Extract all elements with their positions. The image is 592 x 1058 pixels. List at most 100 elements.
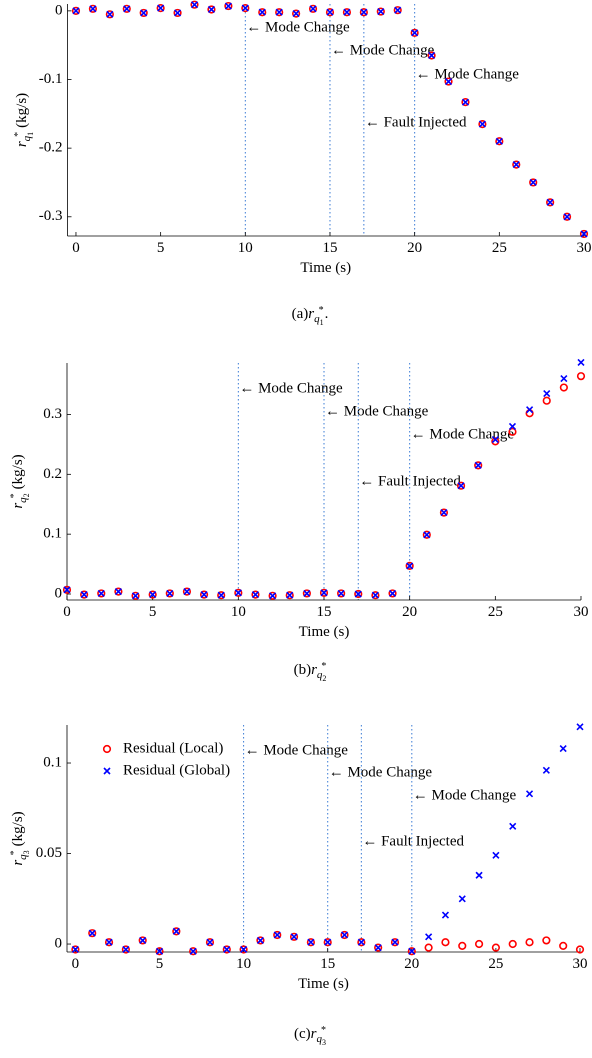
marker-circle	[508, 939, 517, 949]
marker-x	[559, 744, 567, 753]
marker-x	[251, 591, 260, 599]
marker-x	[157, 4, 165, 12]
marker-circle	[190, 0, 199, 9]
marker-circle	[189, 947, 198, 956]
marker-circle	[424, 943, 433, 952]
label-part: (kg/s)	[10, 811, 26, 846]
x-tick-label: 25	[488, 604, 503, 620]
marker-circle	[474, 939, 484, 949]
marker-circle	[88, 929, 97, 938]
marker-circle	[393, 6, 402, 15]
marker-circle	[114, 587, 123, 596]
marker-x	[495, 137, 503, 145]
marker-circle	[71, 945, 80, 954]
marker-circle	[388, 589, 397, 598]
marker-x	[106, 10, 114, 18]
annotation: ← Mode Change	[411, 426, 515, 442]
marker-circle	[139, 8, 148, 18]
annotation: ← Mode Change	[239, 380, 343, 396]
marker-x	[290, 933, 298, 941]
annotation: ← Fault Injected	[359, 473, 461, 489]
marker-circle	[104, 938, 114, 947]
marker-x	[89, 5, 97, 13]
marker-x	[241, 4, 249, 12]
marker-circle	[342, 8, 352, 17]
x-tick-label: 15	[322, 240, 337, 256]
legend-marker	[102, 744, 112, 754]
marker-x	[258, 8, 266, 16]
marker-x	[371, 591, 379, 599]
marker-circle	[217, 591, 226, 600]
y-axis-label: rq1* (kg/s)	[13, 93, 35, 147]
marker-circle	[374, 943, 383, 952]
marker-circle	[407, 947, 416, 956]
legend-label: Residual (Global)	[123, 762, 230, 778]
marker-circle	[105, 10, 114, 19]
panel: ← Mode Change ← Mode Change ← Fault Inject…	[13, 0, 592, 327]
label-sup: *	[319, 305, 324, 316]
x-tick-label: 30	[577, 240, 592, 256]
marker-circle	[308, 4, 318, 13]
marker-circle	[97, 589, 106, 598]
marker-circle	[88, 4, 98, 13]
x-tick-label: 25	[492, 240, 507, 256]
marker-circle	[439, 508, 449, 517]
annotation: ← Mode Change	[325, 403, 429, 419]
marker-x	[374, 944, 382, 952]
label-sup: *	[321, 661, 326, 672]
caption: (c)rq3 *	[294, 1025, 326, 1047]
marker-circle	[182, 587, 192, 596]
marker-circle	[512, 160, 521, 169]
marker-circle	[148, 590, 157, 599]
marker-circle	[239, 945, 248, 954]
x-axis-label: Time (s)	[299, 624, 350, 640]
marker-circle	[306, 938, 315, 947]
marker-circle	[172, 927, 181, 936]
marker-circle	[302, 589, 311, 598]
marker-circle	[559, 383, 568, 392]
marker-circle	[441, 938, 450, 947]
marker-x	[234, 589, 242, 597]
marker-circle	[576, 372, 586, 381]
y-tick-label: -0.2	[39, 140, 63, 156]
marker-x	[292, 10, 300, 18]
marker-circle	[546, 198, 555, 207]
marker-circle	[337, 589, 346, 598]
marker-circle	[289, 932, 299, 941]
marker-x	[174, 9, 182, 17]
marker-circle	[224, 1, 233, 11]
marker-x	[563, 213, 571, 221]
x-axis-label: Time (s)	[300, 260, 351, 276]
marker-x	[525, 790, 534, 798]
marker-x	[492, 851, 500, 859]
marker-circle	[340, 930, 349, 940]
caption: (b)rq2 *	[294, 661, 327, 683]
marker-circle	[122, 4, 131, 13]
marker-x	[275, 8, 283, 16]
marker-circle	[410, 28, 419, 37]
x-tick-label: 25	[488, 956, 503, 972]
marker-circle	[491, 943, 501, 952]
label-symbol: r	[10, 503, 26, 509]
marker-circle	[444, 77, 453, 86]
marker-circle	[491, 437, 500, 446]
marker-x	[286, 591, 294, 599]
label-sup: *	[13, 132, 24, 137]
marker-x	[155, 947, 164, 955]
marker-x	[546, 198, 554, 206]
marker-circle	[456, 481, 466, 490]
marker-x	[337, 589, 345, 597]
label-part: (kg/s)	[14, 93, 30, 128]
x-tick-label: 20	[407, 240, 422, 256]
marker-circle	[508, 427, 517, 436]
y-axis-label: rq2* (kg/s)	[9, 454, 31, 508]
marker-x	[529, 178, 537, 187]
marker-circle	[325, 8, 335, 17]
marker-circle	[292, 9, 301, 18]
marker-circle	[121, 945, 130, 954]
marker-x	[326, 8, 334, 16]
marker-circle	[251, 590, 260, 599]
marker-x	[509, 822, 517, 830]
